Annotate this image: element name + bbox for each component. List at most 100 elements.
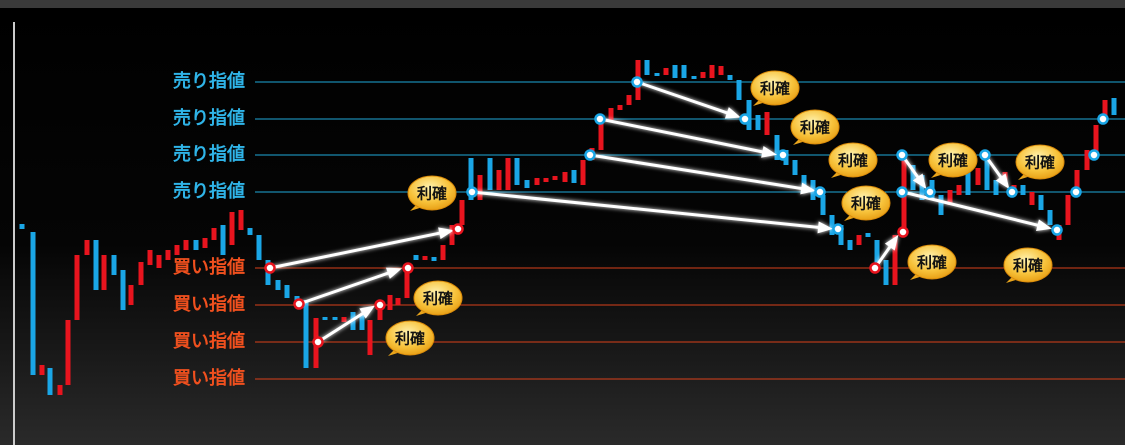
arrow-line — [589, 153, 812, 192]
candle — [598, 120, 604, 150]
arrow — [983, 154, 1010, 190]
candle — [1102, 100, 1108, 120]
candle — [84, 240, 90, 255]
candle — [672, 65, 678, 78]
take-profit-label: 利確 — [938, 152, 968, 170]
candle — [571, 170, 577, 183]
candle — [147, 250, 153, 265]
candle — [156, 255, 162, 268]
candle — [874, 240, 880, 270]
candle — [284, 285, 290, 298]
candle — [496, 170, 502, 190]
order-point — [631, 76, 643, 88]
candle — [39, 365, 45, 375]
candle — [654, 73, 660, 76]
candle — [910, 165, 916, 190]
candle — [57, 385, 63, 395]
candle — [332, 317, 338, 320]
buy-limit-label: 買い指値 — [173, 293, 245, 315]
candle — [727, 75, 733, 80]
arrow-head — [385, 267, 403, 279]
order-point — [1088, 149, 1100, 161]
arrow-head — [1036, 219, 1053, 231]
candle — [543, 178, 549, 182]
take-profit-label: 利確 — [423, 290, 453, 308]
candle — [993, 180, 999, 195]
candle — [459, 200, 465, 225]
bubble — [750, 70, 800, 106]
candle — [524, 180, 530, 188]
candle — [829, 215, 835, 235]
candle — [1074, 170, 1080, 195]
candle — [562, 172, 568, 182]
bubble — [413, 280, 463, 316]
candle — [1020, 185, 1026, 195]
arrow-line — [636, 80, 737, 118]
candle — [93, 240, 99, 290]
candle — [718, 66, 724, 75]
bubble — [907, 244, 957, 280]
candle — [1038, 195, 1044, 210]
candle — [413, 255, 419, 260]
candle — [468, 158, 474, 200]
candle — [1084, 150, 1090, 170]
take-profit-label: 利確 — [838, 152, 868, 170]
candle — [220, 225, 226, 255]
candle — [275, 280, 281, 290]
candle — [801, 175, 807, 188]
order-point — [896, 149, 908, 161]
bubble — [928, 142, 978, 178]
sell-limit-label: 売り指値 — [173, 180, 245, 202]
candle — [303, 300, 309, 368]
order-point — [924, 186, 936, 198]
candle — [1093, 125, 1099, 155]
candle — [387, 295, 393, 310]
candle — [1111, 98, 1117, 115]
order-point — [897, 226, 909, 238]
candle — [774, 135, 780, 160]
candle — [1065, 195, 1071, 225]
candle — [626, 95, 632, 105]
candle — [938, 195, 944, 215]
candle — [183, 240, 189, 250]
candle — [681, 65, 687, 78]
take-profit-label: 利確 — [1013, 257, 1043, 275]
order-point — [1051, 224, 1063, 236]
order-point — [896, 186, 908, 198]
candle — [193, 240, 199, 250]
candle — [847, 240, 853, 250]
candle — [514, 158, 520, 185]
order-point — [832, 223, 844, 235]
buy-limit-label: 買い指値 — [173, 367, 245, 389]
candle — [487, 158, 493, 190]
candle — [956, 185, 962, 195]
arrow — [873, 234, 899, 269]
candle — [322, 317, 328, 320]
bubble — [841, 185, 891, 221]
order-point — [739, 113, 751, 125]
order-point — [293, 298, 305, 310]
candle — [856, 235, 862, 245]
arrow-line — [471, 190, 829, 230]
order-point — [1006, 186, 1018, 198]
candle — [30, 232, 36, 375]
sell-limit-label: 売り指値 — [173, 107, 245, 129]
candle — [431, 257, 437, 261]
arrow — [636, 80, 742, 119]
take-profit-label: 利確 — [395, 330, 425, 348]
candle — [947, 190, 953, 205]
candle — [449, 225, 455, 245]
candle — [229, 212, 235, 245]
candle — [883, 260, 889, 285]
candle — [709, 65, 715, 78]
candle — [238, 210, 244, 230]
take-profit-label: 利確 — [917, 254, 947, 272]
candle — [395, 298, 401, 305]
candle — [975, 168, 981, 185]
candle — [984, 160, 990, 190]
candle — [892, 235, 898, 285]
candle — [174, 245, 180, 255]
candle — [552, 176, 558, 180]
